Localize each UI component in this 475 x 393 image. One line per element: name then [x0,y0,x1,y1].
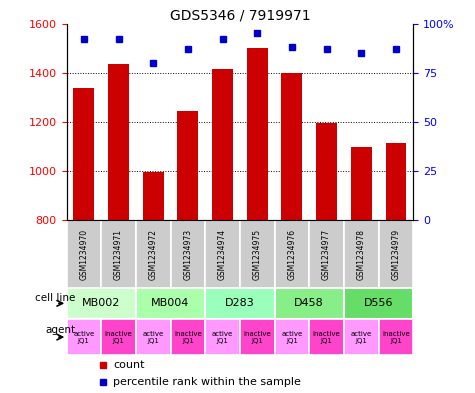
Text: GSM1234975: GSM1234975 [253,229,262,280]
Text: MB004: MB004 [152,298,190,309]
Bar [212,69,233,220]
Bar [240,319,275,355]
Text: GSM1234973: GSM1234973 [183,229,192,280]
Bar [275,220,309,288]
Text: active
JQ1: active JQ1 [351,331,372,343]
Text: inactive
JQ1: inactive JQ1 [243,331,271,343]
Text: cell line: cell line [36,293,76,303]
Text: GSM1234970: GSM1234970 [79,229,88,280]
Bar [282,73,302,220]
Text: inactive
JQ1: inactive JQ1 [104,331,133,343]
Text: agent: agent [46,325,76,336]
Bar [205,319,240,355]
Text: MB002: MB002 [82,298,120,309]
Bar [66,319,101,355]
Bar [309,220,344,288]
Bar [351,147,371,220]
Bar [136,220,171,288]
Bar [379,220,413,288]
Text: percentile rank within the sample: percentile rank within the sample [114,376,301,387]
Text: active
JQ1: active JQ1 [73,331,95,343]
Bar [205,288,275,319]
Bar [275,319,309,355]
Text: D283: D283 [225,298,255,309]
Text: inactive
JQ1: inactive JQ1 [382,331,410,343]
Bar [101,319,136,355]
Bar [205,220,240,288]
Bar [136,319,171,355]
Text: count: count [114,360,145,370]
Bar [316,123,337,220]
Bar [108,64,129,220]
Bar [344,220,379,288]
Bar [386,143,406,220]
Bar [136,288,205,319]
Bar [379,319,413,355]
Text: inactive
JQ1: inactive JQ1 [313,331,341,343]
Text: active
JQ1: active JQ1 [142,331,164,343]
Title: GDS5346 / 7919971: GDS5346 / 7919971 [170,8,310,22]
Bar [74,88,94,220]
Text: GSM1234977: GSM1234977 [322,229,331,280]
Bar [240,220,275,288]
Text: GSM1234972: GSM1234972 [149,229,158,280]
Bar [66,288,136,319]
Text: active
JQ1: active JQ1 [212,331,233,343]
Text: active
JQ1: active JQ1 [281,331,303,343]
Bar [171,220,205,288]
Text: GSM1234971: GSM1234971 [114,229,123,280]
Bar [66,220,101,288]
Bar [143,173,163,220]
Text: D556: D556 [364,298,393,309]
Text: GSM1234974: GSM1234974 [218,229,227,280]
Bar [178,111,198,220]
Bar [344,288,413,319]
Text: GSM1234978: GSM1234978 [357,229,366,280]
Bar [275,288,344,319]
Text: inactive
JQ1: inactive JQ1 [174,331,202,343]
Bar [101,220,136,288]
Bar [344,319,379,355]
Bar [171,319,205,355]
Text: GSM1234979: GSM1234979 [391,229,400,280]
Bar [309,319,344,355]
Bar [247,48,267,220]
Text: GSM1234976: GSM1234976 [287,229,296,280]
Text: D458: D458 [294,298,324,309]
